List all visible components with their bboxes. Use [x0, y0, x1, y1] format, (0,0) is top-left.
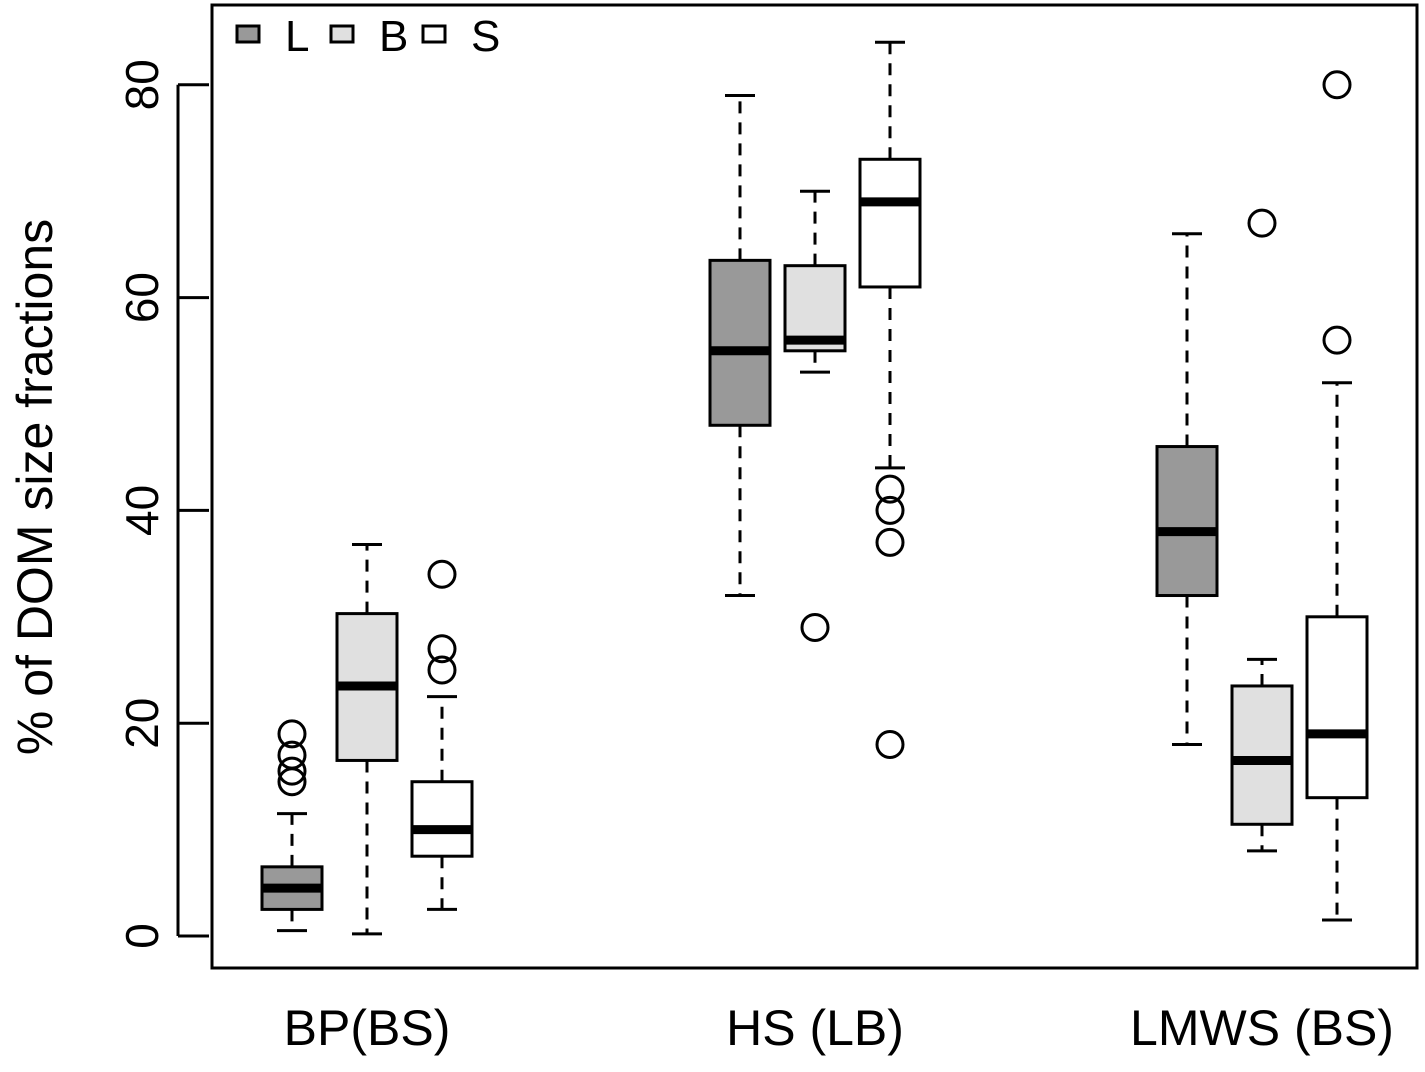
legend-swatch-B — [329, 24, 355, 44]
box-S-3 — [1305, 70, 1369, 922]
box-groups — [260, 40, 1369, 936]
outlier-point — [1247, 208, 1277, 238]
y-tick-label-60: 60 — [116, 272, 168, 323]
outlier-point — [277, 719, 307, 749]
legend-label-B: B — [379, 12, 408, 61]
iqr-box — [410, 780, 474, 858]
y-tick-label-80: 80 — [116, 59, 168, 110]
outlier-point — [1322, 70, 1352, 100]
box-B-2 — [783, 189, 847, 642]
legend-swatch-S — [421, 24, 447, 44]
outlier-point — [1322, 325, 1352, 355]
y-axis: 0 20 40 60 80 — [116, 59, 209, 949]
box-S-1 — [410, 559, 474, 911]
outlier-point — [427, 634, 457, 664]
legend-label-S: S — [471, 12, 500, 61]
outlier-point — [875, 474, 905, 504]
outlier-point — [427, 655, 457, 685]
iqr-box — [858, 157, 922, 289]
box-S-2 — [858, 40, 922, 759]
y-tick-label-20: 20 — [116, 698, 168, 749]
box-L-2 — [708, 93, 772, 598]
plot-frame — [210, 3, 1419, 970]
outlier-point — [875, 527, 905, 557]
iqr-box — [1230, 684, 1294, 826]
box-B-3 — [1230, 208, 1294, 853]
box-L-1 — [260, 719, 324, 933]
outlier-point — [875, 729, 905, 759]
legend-label-L: L — [285, 12, 309, 61]
category-label-1: BP(BS) — [284, 1000, 451, 1056]
y-tick-label-0: 0 — [116, 923, 168, 949]
outlier-point — [800, 612, 830, 642]
iqr-box — [1305, 615, 1369, 800]
x-axis-category-labels: BP(BS) HS (LB) LMWS (BS) — [284, 1000, 1394, 1056]
category-label-2: HS (LB) — [726, 1000, 904, 1056]
iqr-box — [1155, 445, 1219, 598]
y-tick-label-40: 40 — [116, 485, 168, 536]
box-L-3 — [1155, 232, 1219, 746]
y-axis-title: % of DOM size fractions — [7, 219, 63, 755]
outlier-point — [427, 559, 457, 589]
outlier-point — [875, 495, 905, 525]
box-B-1 — [335, 542, 399, 936]
legend-swatch-L — [235, 24, 261, 44]
outlier-point — [277, 740, 307, 770]
iqr-box — [708, 258, 772, 427]
outlier-point — [277, 756, 307, 786]
category-label-3: LMWS (BS) — [1130, 1000, 1394, 1056]
